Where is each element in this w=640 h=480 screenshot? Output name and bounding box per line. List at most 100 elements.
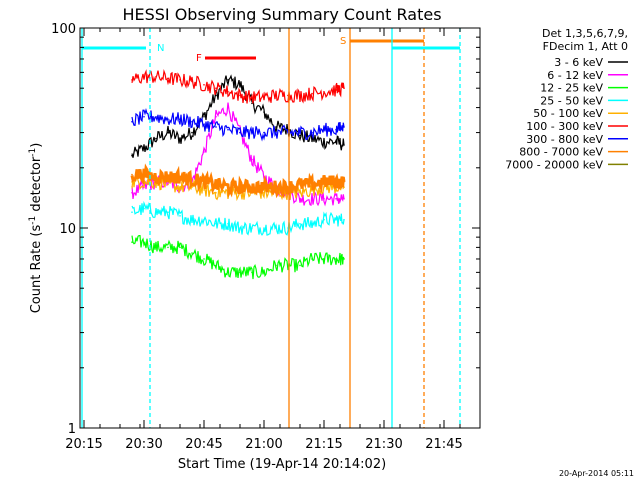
- data-point: [275, 126, 277, 128]
- legend-label: 100 - 300 keV: [526, 120, 603, 133]
- x-tick-label: 21:45: [425, 437, 462, 452]
- series-line-1: [131, 74, 345, 158]
- data-point: [191, 178, 193, 181]
- legend-label: 12 - 25 keV: [540, 82, 603, 95]
- data-point: [263, 191, 265, 194]
- data-point: [251, 96, 253, 99]
- data-point: [311, 92, 313, 95]
- x-tick-label: 20:30: [125, 437, 162, 452]
- legend-header-line1: Det 1,3,5,6,7,9,: [542, 27, 628, 40]
- data-point: [263, 227, 265, 229]
- data-point: [143, 147, 145, 150]
- data-point: [179, 176, 181, 178]
- data-point: [179, 215, 181, 217]
- data-point: [155, 176, 157, 178]
- data-point: [227, 79, 229, 81]
- data-point: [215, 126, 217, 128]
- data-point: [203, 218, 205, 221]
- data-point: [335, 89, 337, 91]
- data-point: [323, 181, 325, 183]
- series-3: [131, 235, 345, 280]
- data-point: [143, 115, 145, 118]
- series-points-8: [131, 173, 345, 188]
- legend: Det 1,3,5,6,7,9, FDecim 1, Att 0 3 - 6 k…: [505, 27, 628, 171]
- data-point: [167, 118, 169, 120]
- data-point: [143, 207, 145, 210]
- data-point: [143, 241, 145, 243]
- data-point: [227, 271, 229, 274]
- x-tick-label: 21:15: [305, 437, 342, 452]
- legend-label: 800 - 7000 keV: [519, 146, 603, 159]
- data-point: [251, 227, 253, 229]
- x-axis-label: Start Time (19-Apr-14 20:14:02): [178, 457, 386, 472]
- data-point: [343, 197, 345, 200]
- legend-entry-7: 300 - 800 keV: [526, 133, 628, 146]
- data-point: [191, 186, 193, 188]
- data-point: [335, 258, 337, 260]
- y-tick-label: 100: [51, 22, 76, 37]
- data-point: [167, 246, 169, 249]
- data-point: [239, 94, 241, 97]
- data-point: [215, 264, 217, 267]
- data-point: [275, 264, 277, 267]
- data-point: [343, 87, 345, 90]
- data-point: [143, 173, 145, 176]
- data-point: [299, 264, 301, 267]
- y-axis-label-main: Count Rate (s: [29, 225, 44, 314]
- legend-entry-6: 100 - 300 keV: [526, 120, 628, 133]
- data-point: [323, 140, 325, 143]
- data-point: [311, 197, 313, 200]
- data-point: [167, 176, 169, 178]
- data-point: [299, 222, 301, 225]
- x-tick-label: 21:00: [245, 437, 282, 452]
- data-point: [215, 94, 217, 97]
- data-point: [227, 90, 229, 93]
- data-point: [179, 137, 181, 140]
- data-point: [239, 271, 241, 274]
- data-point: [131, 154, 133, 157]
- x-tick-label: 20:15: [65, 437, 102, 452]
- data-point: [299, 191, 301, 194]
- y-axis-label: Count Rate (s-1 detector-1): [28, 143, 44, 314]
- data-point: [323, 90, 325, 93]
- data-point: [323, 197, 325, 200]
- data-point: [203, 258, 205, 260]
- legend-label: 50 - 100 keV: [533, 107, 603, 120]
- data-point: [131, 79, 133, 81]
- series-points-7: [131, 115, 345, 134]
- data-point: [239, 186, 241, 188]
- data-point: [263, 186, 265, 188]
- data-point: [251, 131, 253, 134]
- y-axis-label-end: ): [29, 143, 44, 148]
- data-point: [311, 258, 313, 260]
- data-point: [335, 218, 337, 221]
- series-line-7: [131, 108, 345, 142]
- data-point: [155, 246, 157, 249]
- data-point: [323, 128, 325, 131]
- chart-title: HESSI Observing Summary Count Rates: [122, 5, 441, 24]
- data-point: [335, 128, 337, 131]
- data-point: [203, 181, 205, 183]
- data-point: [215, 115, 217, 118]
- legend-entry-4: 25 - 50 keV: [540, 94, 628, 107]
- data-point: [131, 191, 133, 194]
- data-point: [263, 96, 265, 99]
- data-point: [343, 258, 345, 260]
- data-point: [251, 158, 253, 161]
- legend-entry-8: 800 - 7000 keV: [519, 146, 628, 159]
- data-point: [179, 246, 181, 249]
- y-axis-label-sup1: -1: [28, 216, 38, 225]
- legend-entry-5: 50 - 100 keV: [533, 107, 628, 120]
- y-tick-label: 10: [59, 222, 76, 237]
- y-axis-label-mid: detector: [29, 156, 44, 216]
- data-point: [215, 222, 217, 225]
- data-point: [311, 183, 313, 186]
- series-line-6: [131, 69, 345, 104]
- data-point: [239, 131, 241, 134]
- data-point: [263, 131, 265, 134]
- data-point: [179, 79, 181, 81]
- data-point: [275, 131, 277, 134]
- y-axis-label-sup2: -1: [28, 148, 38, 157]
- data-point: [239, 227, 241, 229]
